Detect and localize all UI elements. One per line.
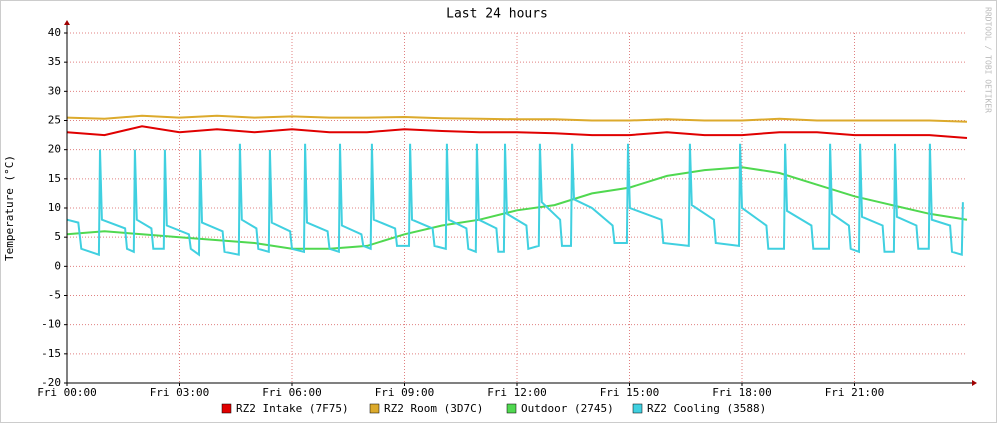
x-tick-label: Fri 12:00	[487, 386, 547, 399]
legend-swatch	[632, 403, 643, 414]
x-axis-arrow	[972, 380, 977, 386]
y-tick-label: 15	[48, 172, 61, 185]
y-tick-label: -15	[41, 347, 61, 360]
y-tick-label: 40	[48, 26, 61, 39]
x-tick-label: Fri 06:00	[262, 386, 322, 399]
series-line	[66, 143, 964, 257]
y-tick-label: 10	[48, 201, 61, 214]
axes: -20 -15 -10 -5 0 5 10 15 20 25 30 35 40 Fri 00:00 Fri …	[37, 20, 977, 399]
y-tick-label: -10	[41, 318, 61, 331]
y-axis-arrow	[64, 20, 70, 25]
legend: RZ2 Intake (7F75) RZ2 Room (3D7C) Outdoor …	[221, 402, 766, 415]
legend-label: RZ2 Intake (7F75)	[236, 402, 349, 415]
legend-swatch	[506, 403, 517, 414]
y-axis-label: Temperature (°C)	[3, 155, 16, 261]
x-tick-label: Fri 15:00	[600, 386, 660, 399]
series-line	[66, 166, 968, 250]
legend-label: RZ2 Cooling (3588)	[647, 402, 766, 415]
y-tick-label: 0	[54, 259, 61, 272]
legend-swatch	[369, 403, 380, 414]
x-tick-label: Fri 00:00	[37, 386, 97, 399]
y-tick-label: 35	[48, 55, 61, 68]
legend-label: RZ2 Room (3D7C)	[384, 402, 483, 415]
x-tick-label: Fri 21:00	[825, 386, 885, 399]
legend-swatch	[221, 403, 232, 414]
y-tick-label: 25	[48, 114, 61, 127]
watermark: RRDTOOL / TOBI OETIKER	[984, 7, 993, 113]
y-tick-label: -5	[48, 289, 61, 302]
plot-lines	[66, 114, 968, 257]
y-tick-label: 30	[48, 84, 61, 97]
legend-label: Outdoor (2745)	[521, 402, 614, 415]
chart-title: Last 24 hours	[446, 7, 548, 22]
y-tick-label: 20	[48, 143, 61, 156]
x-tick-label: Fri 09:00	[375, 386, 435, 399]
x-tick-label: Fri 18:00	[712, 386, 772, 399]
y-tick-label: 5	[54, 230, 61, 243]
y-tick-label: -20	[41, 376, 61, 389]
x-tick-label: Fri 03:00	[150, 386, 210, 399]
series-line	[66, 125, 968, 139]
series-line	[66, 114, 968, 123]
